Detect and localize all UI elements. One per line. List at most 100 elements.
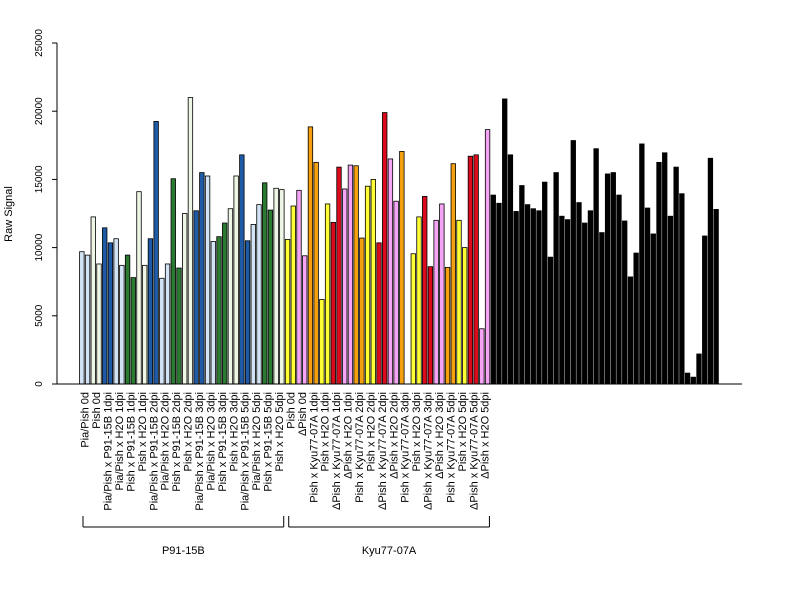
bar	[336, 166, 342, 385]
bar	[84, 254, 91, 385]
bar	[244, 240, 251, 385]
bar	[662, 152, 668, 385]
bar	[319, 299, 325, 385]
bar	[684, 372, 691, 385]
bar	[159, 277, 165, 385]
bar	[187, 97, 194, 385]
category-label: ΔPish x Kyu77-07A 3dpi	[423, 392, 435, 510]
bar	[559, 215, 565, 385]
category-labels: Pia/Pish 0d Pish 0d Pia/Pish x P91-15B 1dp…	[80, 392, 492, 511]
bar	[439, 203, 445, 385]
category-label: Pia/Pish x H2O 3dpi	[205, 392, 217, 490]
category-label: Pish x H2O 2dpi	[365, 392, 377, 471]
bar	[530, 208, 536, 385]
bar	[656, 161, 662, 385]
bar	[256, 204, 262, 385]
bar	[164, 263, 171, 385]
bar	[393, 200, 399, 385]
bar	[364, 185, 371, 385]
bar	[587, 210, 594, 385]
bar	[290, 205, 296, 385]
category-label: Pish x H2O 5dpi	[457, 392, 469, 471]
bar	[644, 207, 651, 385]
category-label: Pish x Kyu77-07A 2dpi	[354, 392, 366, 503]
bar	[610, 172, 616, 385]
bar	[564, 219, 571, 385]
category-label: Pia/Pish x P91-15B 3dpi	[194, 392, 206, 511]
bar	[502, 98, 508, 385]
bar	[399, 151, 405, 385]
group-label: Kyu77-07A	[362, 545, 417, 557]
bar	[267, 209, 274, 385]
bar	[616, 194, 622, 385]
y-tick-label: 5000	[34, 304, 45, 327]
bar	[347, 164, 354, 385]
bar	[170, 178, 176, 385]
bar	[542, 181, 548, 385]
category-label: Pia/Pish x P91-15B 2dpi	[148, 392, 160, 511]
bar	[599, 232, 605, 385]
bar	[422, 196, 428, 385]
category-label: ΔPish x Kyu77-07A 5dpi	[468, 392, 480, 510]
bar	[679, 193, 685, 385]
bar	[147, 238, 154, 385]
category-label: Pish x H2O 1dpi	[320, 392, 332, 471]
bar	[696, 353, 702, 385]
bar	[239, 154, 245, 385]
bar	[153, 121, 159, 385]
bar	[113, 238, 119, 385]
bar	[604, 173, 611, 385]
bar	[593, 148, 599, 385]
bar	[353, 165, 359, 385]
category-label: Pish x P91-15B 2dpi	[171, 392, 183, 492]
category-label: Pish x H2O 3dpi	[228, 392, 240, 471]
bar	[124, 254, 131, 385]
bar	[444, 266, 451, 385]
bar	[667, 215, 674, 385]
bar	[102, 227, 108, 385]
bar	[193, 210, 199, 385]
bar	[182, 213, 188, 385]
bar	[210, 241, 216, 385]
bar	[324, 203, 331, 385]
category-label: ΔPish x Kyu77-07A 1dpi	[331, 392, 343, 510]
bar	[273, 187, 279, 385]
bar	[382, 112, 388, 385]
y-axis-label: Raw Signal	[3, 186, 15, 242]
category-label: Pia/Pish x P91-15B 5dpi	[240, 392, 252, 511]
group-brackets: P91-15B Kyu77-07A	[82, 516, 490, 557]
bar	[713, 209, 719, 385]
bar	[119, 264, 125, 385]
bar	[302, 255, 308, 385]
bar	[639, 143, 645, 385]
category-label: Pish x H2O 1dpi	[137, 392, 149, 471]
category-label: Pia/Pish 0d	[80, 392, 92, 448]
bar	[233, 175, 239, 385]
bar	[176, 267, 182, 385]
category-label: Pish x Kyu77-07A 1dpi	[308, 392, 320, 503]
bar	[387, 158, 394, 385]
bar	[519, 185, 525, 385]
category-label: ΔPish 0d	[297, 392, 309, 436]
y-tick-label: 15000	[34, 165, 45, 193]
bar	[576, 202, 582, 385]
bar	[222, 222, 228, 385]
bar	[227, 208, 234, 385]
bar	[473, 154, 479, 385]
category-label: Pish x H2O 3dpi	[411, 392, 423, 471]
bar	[250, 224, 256, 385]
bar	[370, 178, 376, 385]
bars-layer	[79, 97, 719, 385]
bar	[284, 239, 291, 385]
category-label: Pish 0d	[91, 392, 103, 429]
category-label: Pish x P91-15B 3dpi	[217, 392, 229, 492]
bar	[216, 236, 222, 385]
bar	[410, 253, 416, 385]
bar	[427, 266, 434, 385]
bar	[582, 222, 588, 385]
category-label: Pish x H2O 2dpi	[183, 392, 195, 471]
category-label: ΔPish x H2O 5dpi	[480, 392, 492, 479]
bar	[199, 172, 205, 385]
bar	[90, 216, 96, 385]
bar	[507, 154, 514, 385]
